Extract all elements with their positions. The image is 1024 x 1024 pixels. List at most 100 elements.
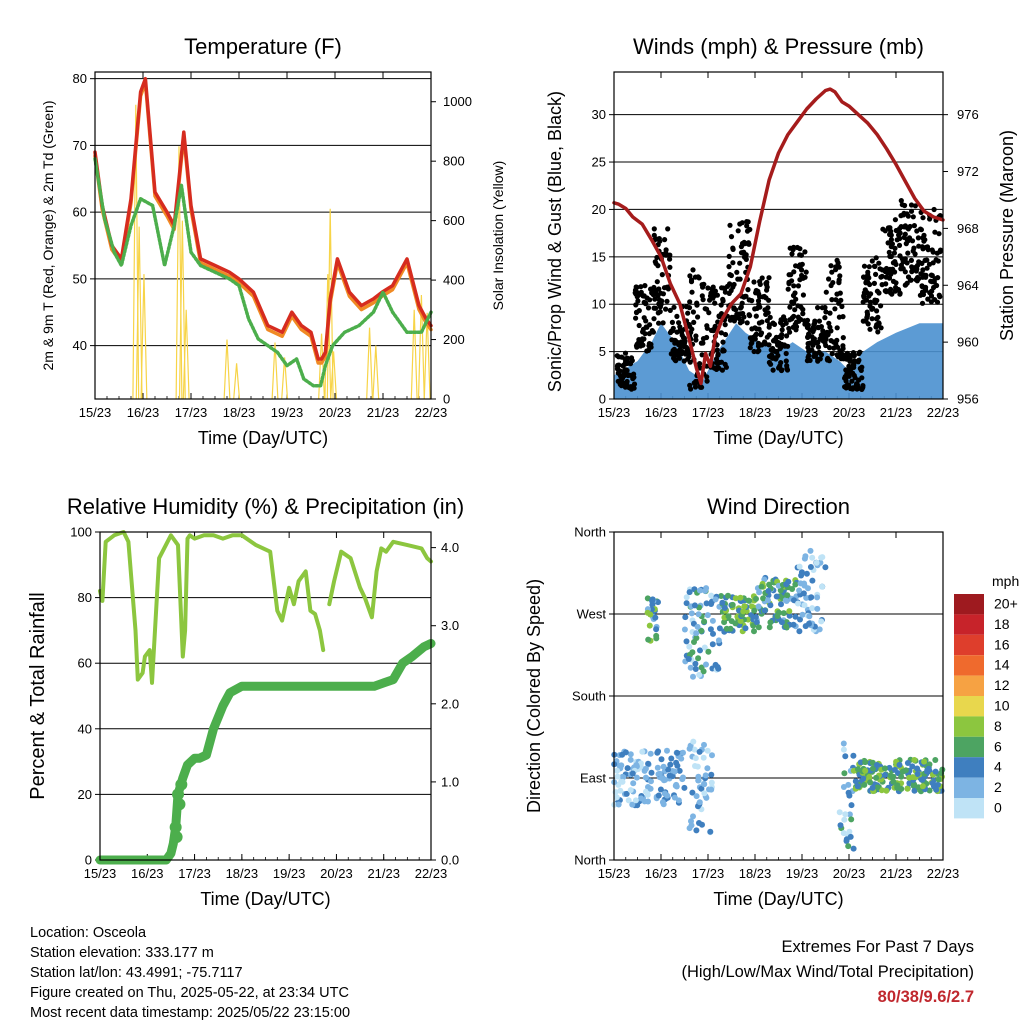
solar-spike [410,309,418,400]
colorbar-label: 16 [994,636,1010,652]
colorbar-label: 4 [994,759,1002,775]
gust-point [799,272,805,279]
colorbar-label: 12 [994,677,1010,693]
x-tick-label: 21/23 [367,405,400,420]
gust-point [815,305,821,311]
y-right-tick-label: 600 [443,213,465,228]
gust-point [871,280,878,286]
direction-point [846,811,853,818]
direction-point [701,790,708,797]
gust-point [791,283,797,289]
gust-point [752,336,758,342]
gust-point [867,299,874,305]
direction-point [751,628,757,635]
gust-point [793,319,800,325]
direction-point [891,766,898,773]
gust-point [783,350,789,357]
gust-point [766,297,772,303]
gust-point [672,357,678,363]
direction-point [761,607,768,614]
gust-point [722,361,728,367]
direction-point [777,587,784,594]
gust-point [622,350,629,356]
gust-point [902,269,908,275]
gust-point [651,232,657,238]
direction-point [760,595,767,602]
gust-point [659,272,665,278]
direction-point [845,789,852,796]
direction-point [919,783,926,790]
extremes-value: 80/38/9.6/2.7 [877,988,974,1006]
gust-point [644,324,650,330]
gust-point [798,304,804,310]
direction-point [705,648,712,655]
gust-point [755,288,761,294]
gust-point [798,316,804,323]
direction-point [627,751,634,758]
gust-point [934,250,940,256]
y-tick-label: 100 [70,525,92,540]
direction-point [630,780,637,787]
humidity-line [327,539,433,620]
gust-point [797,277,803,283]
direction-point [766,624,773,631]
x-tick-label: 18/23 [739,866,772,881]
direction-point [755,624,762,631]
gust-point [800,311,806,317]
y-axis-label: Percent & Total Rainfall [27,592,49,800]
direction-point [818,554,825,561]
direction-point [664,747,670,754]
direction-point [919,776,926,783]
gust-point [749,326,755,332]
gust-point [699,384,705,390]
gust-point [888,286,894,292]
direction-point [654,749,661,756]
direction-point [848,802,855,809]
gust-point [891,250,898,256]
extremes-box: Extremes For Past 7 Days (High/Low/Max W… [681,935,974,1010]
solar-spike [417,294,425,400]
gust-point [779,332,785,338]
gust-point [700,336,707,342]
direction-point [806,613,813,620]
direction-point [767,602,774,609]
direction-point [933,786,940,793]
x-tick-label: 18/23 [223,405,256,420]
solar-spike [233,363,241,400]
gust-point [859,364,865,370]
gust-point [787,329,793,335]
direction-point [896,761,903,768]
gust-point [924,244,931,250]
gust-point [759,342,765,348]
direction-point [911,757,918,763]
gust-point [897,230,903,236]
gust-point [851,358,858,364]
gust-point [826,345,833,351]
solar-spike [140,274,148,400]
gust-point [700,284,706,290]
gust-point [897,235,903,242]
x-tick-label: 20/23 [319,405,352,420]
y-tick-label: North [574,853,606,868]
gust-point [655,310,661,316]
gust-point [636,322,642,329]
gust-point [704,325,710,331]
gust-point [879,273,885,279]
gust-point [628,355,635,361]
direction-point [701,781,708,788]
direction-point [671,768,678,775]
gust-point [825,331,831,338]
direction-point [704,747,711,754]
direction-point [803,570,810,577]
gust-point [749,340,755,346]
x-tick-label: 16/23 [127,405,160,420]
x-tick-label: 17/23 [175,405,208,420]
gust-point [719,285,725,291]
direction-point [773,593,780,600]
precip-point [170,831,183,844]
gust-point [643,318,649,324]
colorbar-swatch [954,757,984,778]
gust-point [827,324,833,330]
gust-point [699,293,705,299]
direction-point [646,622,653,629]
